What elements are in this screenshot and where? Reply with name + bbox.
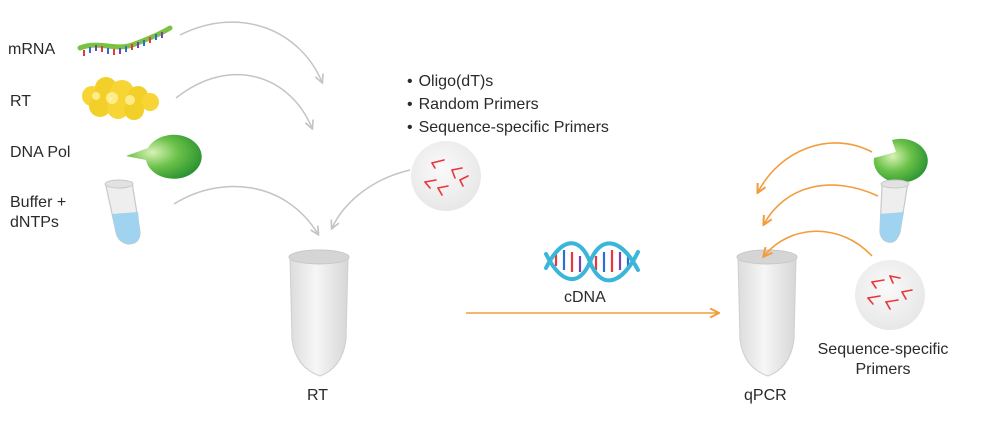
cdna-label: cDNA — [564, 289, 606, 306]
qpcr-primers-label-line2: Primers — [855, 361, 911, 378]
primer-option: Random Primers — [407, 93, 609, 116]
qpcr-tube-icon — [736, 249, 798, 377]
primer-option: Sequence-specific Primers — [407, 116, 609, 139]
primers-circle-icon — [411, 141, 481, 211]
mrna-label: mRNA — [8, 41, 56, 58]
qpcr-pol-arrow — [758, 142, 873, 192]
buffer-arrow — [173, 185, 318, 234]
qpcr-primers-label: Sequence-specific Primers — [808, 340, 958, 380]
dna-pol-label: DNA Pol — [10, 144, 71, 161]
rt-tube-label: RT — [307, 387, 329, 404]
qpcr-dna-polymerase-icon — [873, 138, 928, 183]
primer-options-list: Oligo(dT)s Random Primers Sequence-speci… — [407, 70, 609, 139]
qpcr-tube-label: qPCR — [744, 387, 787, 404]
primer-arrow — [332, 169, 411, 228]
rt-arrow — [175, 73, 312, 128]
buffer-label: Buffer + dNTPs — [10, 193, 66, 233]
primer-option: Oligo(dT)s — [407, 70, 609, 93]
rt-input-label: RT — [10, 93, 32, 110]
buffer-label-line1: Buffer + — [10, 194, 67, 211]
qpcr-buffer-tube-icon — [879, 179, 910, 243]
qpcr-primers-circle-icon — [855, 260, 925, 330]
buffer-tube-icon — [104, 179, 141, 245]
buffer-label-line2: dNTPs — [10, 214, 59, 231]
dna-polymerase-icon — [126, 134, 202, 179]
mrna-arrow — [179, 21, 322, 82]
cdna-helix-icon — [544, 241, 640, 283]
mrna-strand-icon — [77, 25, 173, 56]
qpcr-primer-arrow — [764, 230, 873, 256]
qpcr-primers-label-line1: Sequence-specific — [817, 341, 949, 358]
qpcr-buffer-arrow — [764, 184, 879, 224]
reverse-transcriptase-icon — [82, 77, 159, 120]
rt-tube-icon — [288, 249, 350, 377]
